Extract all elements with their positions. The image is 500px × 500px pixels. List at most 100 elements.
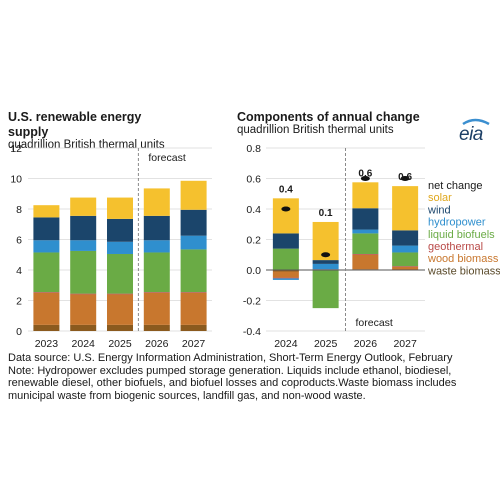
right-bar-2026-solar xyxy=(352,182,379,209)
left-bar-2024-waste-biomass xyxy=(70,324,97,331)
legend-item-net-change: net change xyxy=(428,180,482,192)
left-y-tick-label: 10 xyxy=(10,174,22,186)
left-bar-2025-wind xyxy=(107,218,133,242)
left-x-tick-label: 2026 xyxy=(145,338,169,350)
left-bar-2026-wind xyxy=(143,215,170,241)
right-y-tick-label: 0.8 xyxy=(246,143,261,155)
left-bar-2023-wood-biomass xyxy=(33,292,60,325)
left-bar-2023-geothermal xyxy=(33,292,60,293)
right-bar-2026-wood-biomass xyxy=(352,254,379,270)
right-y-tick-label: 0.4 xyxy=(246,204,261,216)
right-bar-2026-liquid-biofuels xyxy=(352,233,379,254)
left-bar-2024-solar xyxy=(70,197,97,216)
legend-item-wind: wind xyxy=(427,204,451,216)
left-bar-2026-solar xyxy=(143,188,170,216)
right-bar-2026-hydropower xyxy=(352,229,379,234)
footnote: Data source: U.S. Energy Information Adm… xyxy=(8,352,496,402)
right-bar-2027-liquid-biofuels xyxy=(392,252,419,267)
left-chart-title: U.S. renewable energy supply xyxy=(8,110,142,139)
right-y-tick-label: -0.4 xyxy=(243,326,261,338)
left-bar-2023-solar xyxy=(33,205,60,218)
left-bar-2027-solar xyxy=(180,180,207,210)
left-bar-2025-solar xyxy=(107,197,133,219)
legend-item-liquid-biofuels: liquid biofuels xyxy=(428,229,495,241)
left-bar-2026-waste-biomass xyxy=(143,324,170,331)
right-y-tick-label: 0.2 xyxy=(246,235,261,247)
left-bar-2027-hydropower xyxy=(180,235,207,250)
left-bar-2025-liquid-biofuels xyxy=(107,253,133,294)
left-x-tick-label: 2025 xyxy=(108,338,132,350)
left-bar-2023-liquid-biofuels xyxy=(33,252,60,293)
net-change-marker-2026 xyxy=(360,176,370,181)
right-x-tick-label: 2024 xyxy=(274,338,298,350)
legend-item-solar: solar xyxy=(428,192,452,204)
left-y-tick-label: 4 xyxy=(16,265,22,277)
right-bar-2024-wind xyxy=(272,233,299,249)
left-bar-2027-liquid-biofuels xyxy=(180,249,207,293)
net-change-label-2024: 0.4 xyxy=(279,184,293,195)
right-y-tick-label: -0.2 xyxy=(243,296,261,308)
right-x-tick-label: 2025 xyxy=(314,338,338,350)
left-bar-2024-geothermal xyxy=(70,293,97,295)
left-bar-2026-liquid-biofuels xyxy=(143,252,170,293)
eia-logo: eia xyxy=(455,118,495,148)
right-chart-title: Components of annual change xyxy=(237,110,420,124)
right-bar-2024-geothermal xyxy=(272,277,299,279)
right-bar-2026-geothermal xyxy=(352,253,379,255)
left-bar-2026-geothermal xyxy=(143,292,170,293)
legend-item-wood-biomass: wood biomass xyxy=(427,253,499,265)
right-bar-2024-liquid-biofuels xyxy=(272,248,299,270)
left-bar-2023-hydropower xyxy=(33,240,60,253)
right-y-tick-label: 0.0 xyxy=(246,265,261,277)
left-bar-2027-geothermal xyxy=(180,292,207,293)
right-bar-2024-hydropower xyxy=(272,278,299,280)
left-bar-2025-hydropower xyxy=(107,241,133,254)
right-bar-2025-hydropower xyxy=(312,263,339,270)
right-bar-2027-wood-biomass xyxy=(392,266,419,270)
eia-logo-swoosh xyxy=(462,118,490,126)
left-bar-2025-wood-biomass xyxy=(107,294,133,325)
right-bar-2025-liquid-biofuels xyxy=(312,270,339,309)
right-bar-2025-wind xyxy=(312,260,339,264)
legend-item-hydropower: hydropower xyxy=(428,217,486,229)
left-bar-2025-geothermal xyxy=(107,293,133,295)
net-change-marker-2025 xyxy=(321,252,331,258)
left-bar-2024-wind xyxy=(70,215,97,241)
left-y-tick-label: 0 xyxy=(16,326,22,338)
left-x-tick-label: 2023 xyxy=(35,338,59,350)
right-forecast-label: forecast xyxy=(356,317,393,329)
legend-item-waste-biomass: waste biomass xyxy=(427,265,500,277)
right-bar-2024-solar xyxy=(272,198,299,234)
right-bar-2026-wind xyxy=(352,208,379,230)
left-bar-2024-hydropower xyxy=(70,240,97,251)
left-bar-2027-waste-biomass xyxy=(180,324,207,331)
right-bar-2027-hydropower xyxy=(392,245,419,253)
right-bar-2027-geothermal xyxy=(392,266,419,267)
left-x-tick-label: 2027 xyxy=(182,338,206,350)
left-forecast-label: forecast xyxy=(148,152,185,164)
footnote-line-3: renewable diesel, other biofuels, and bi… xyxy=(8,377,457,390)
left-y-tick-label: 2 xyxy=(16,296,22,308)
right-y-tick-label: 0.6 xyxy=(246,174,261,186)
left-bar-2026-wood-biomass xyxy=(143,292,170,325)
right-x-tick-label: 2027 xyxy=(393,338,417,350)
right-x-tick-label: 2026 xyxy=(354,338,378,350)
net-change-label-2025: 0.1 xyxy=(319,208,333,219)
right-bar-2024-wood-biomass xyxy=(272,271,299,278)
right-bar-2027-solar xyxy=(392,186,419,231)
net-change-marker-2027 xyxy=(400,176,410,181)
net-change-label-2027: 0.6 xyxy=(398,172,412,183)
left-bar-2024-wood-biomass xyxy=(70,294,97,325)
legend-item-geothermal: geothermal xyxy=(428,241,483,253)
left-y-tick-label: 12 xyxy=(10,143,22,155)
right-bar-2024-waste-biomass xyxy=(272,270,299,272)
left-bar-2023-wind xyxy=(33,217,60,241)
left-y-tick-label: 6 xyxy=(16,235,22,247)
eia-logo-text: eia xyxy=(459,124,483,145)
left-bar-2027-wood-biomass xyxy=(180,292,207,325)
left-bar-2025-waste-biomass xyxy=(107,324,133,331)
left-bar-2026-hydropower xyxy=(143,240,170,253)
left-bar-2023-waste-biomass xyxy=(33,324,60,331)
left-y-tick-label: 8 xyxy=(16,204,22,216)
